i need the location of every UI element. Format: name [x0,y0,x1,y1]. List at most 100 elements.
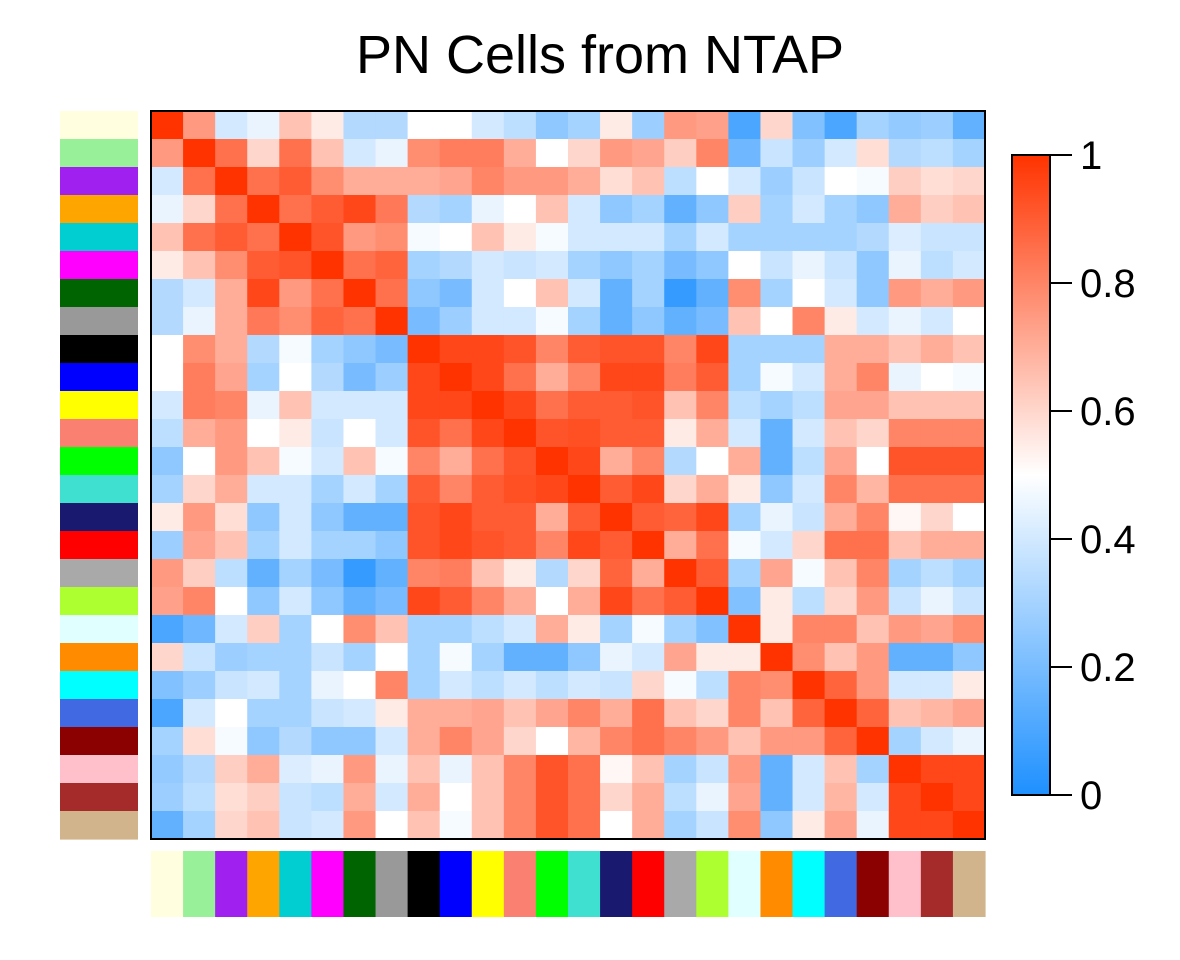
heatmap-cell [696,279,729,308]
heatmap-cell [632,307,665,336]
heatmap-cell [343,531,377,560]
heatmap-cell [568,755,601,784]
heatmap-cell [375,615,409,644]
heatmap-cell [215,419,248,448]
heatmap-cell [311,139,345,168]
heatmap-cell [279,699,312,728]
heatmap-cell [920,307,954,336]
heatmap-cell [503,783,537,812]
row-annotation-swatch [60,195,138,224]
heatmap-cell [343,503,377,532]
heatmap-cell [568,615,601,644]
heatmap-cell [343,755,377,784]
heatmap-cell [215,755,248,784]
heatmap-cell [535,139,569,168]
row-annotation-swatch [60,223,138,252]
heatmap-cell [439,811,473,840]
heatmap-cell [920,419,954,448]
column-annotation-swatch [247,851,280,917]
heatmap-cell [568,167,601,196]
heatmap-cell [503,335,537,364]
heatmap-cell [856,475,890,504]
heatmap-cell [792,727,826,756]
heatmap-cell [407,671,441,700]
heatmap-cell [439,615,473,644]
heatmap-cell [247,811,280,840]
heatmap-cell [824,447,858,476]
column-annotation-swatch [503,851,537,917]
heatmap-cell [792,195,826,224]
heatmap-cell [664,643,697,672]
heatmap-cell [568,111,601,140]
heatmap-cell [279,335,312,364]
heatmap-cell [952,195,986,224]
heatmap-cell [792,335,826,364]
row-annotation-swatch [60,111,138,140]
heatmap-cell [856,167,890,196]
heatmap-cell [375,111,409,140]
heatmap-cell [696,755,729,784]
heatmap-cell [632,391,665,420]
heatmap-cell [856,251,890,280]
heatmap-cell [247,699,280,728]
heatmap-cell [568,307,601,336]
heatmap-cell [824,727,858,756]
heatmap-cell [632,587,665,616]
heatmap-cell [568,587,601,616]
heatmap-cell [183,559,216,588]
heatmap-cell [183,419,216,448]
heatmap-cell [696,811,729,840]
heatmap-cell [856,531,890,560]
heatmap-cell [311,615,345,644]
heatmap-cell [728,643,762,672]
heatmap-cell [632,475,665,504]
heatmap-cell [792,391,826,420]
heatmap-cell [279,223,312,252]
heatmap-cell [664,475,697,504]
heatmap-cell [471,391,505,420]
heatmap-cell [471,671,505,700]
heatmap-cell [151,251,184,280]
heatmap-cell [311,251,345,280]
row-annotation-swatch [60,671,138,700]
heatmap-cell [215,111,248,140]
heatmap-cell [183,195,216,224]
heatmap-cell [247,559,280,588]
heatmap-cell [696,111,729,140]
heatmap-cell [503,503,537,532]
heatmap-cell [792,167,826,196]
heatmap-cell [407,195,441,224]
heatmap-cell [920,755,954,784]
heatmap-cell [696,139,729,168]
heatmap-cell [632,727,665,756]
chart-title: PN Cells from NTAP [355,25,845,85]
heatmap-cell [600,643,633,672]
heatmap-cell [503,167,537,196]
heatmap-cell [664,587,697,616]
heatmap-cell [279,811,312,840]
heatmap-cell [471,251,505,280]
heatmap-cell [407,335,441,364]
heatmap-cell [279,279,312,308]
heatmap-cell [343,699,377,728]
heatmap-cell [920,811,954,840]
heatmap-cell [343,335,377,364]
heatmap-cell [888,559,922,588]
heatmap-cell [375,335,409,364]
heatmap-cell [407,363,441,392]
heatmap-cell [407,811,441,840]
heatmap-cell [439,699,473,728]
heatmap-cell [535,167,569,196]
heatmap-cell [535,279,569,308]
heatmap-cell [728,139,762,168]
heatmap-cell [407,531,441,560]
heatmap-cell [439,391,473,420]
column-annotation-swatch [183,851,216,917]
heatmap-cell [824,223,858,252]
heatmap-cell [792,111,826,140]
heatmap-cell [888,391,922,420]
heatmap-cell [568,223,601,252]
heatmap-cell [952,783,986,812]
heatmap-cell [760,755,794,784]
heatmap-cell [407,643,441,672]
